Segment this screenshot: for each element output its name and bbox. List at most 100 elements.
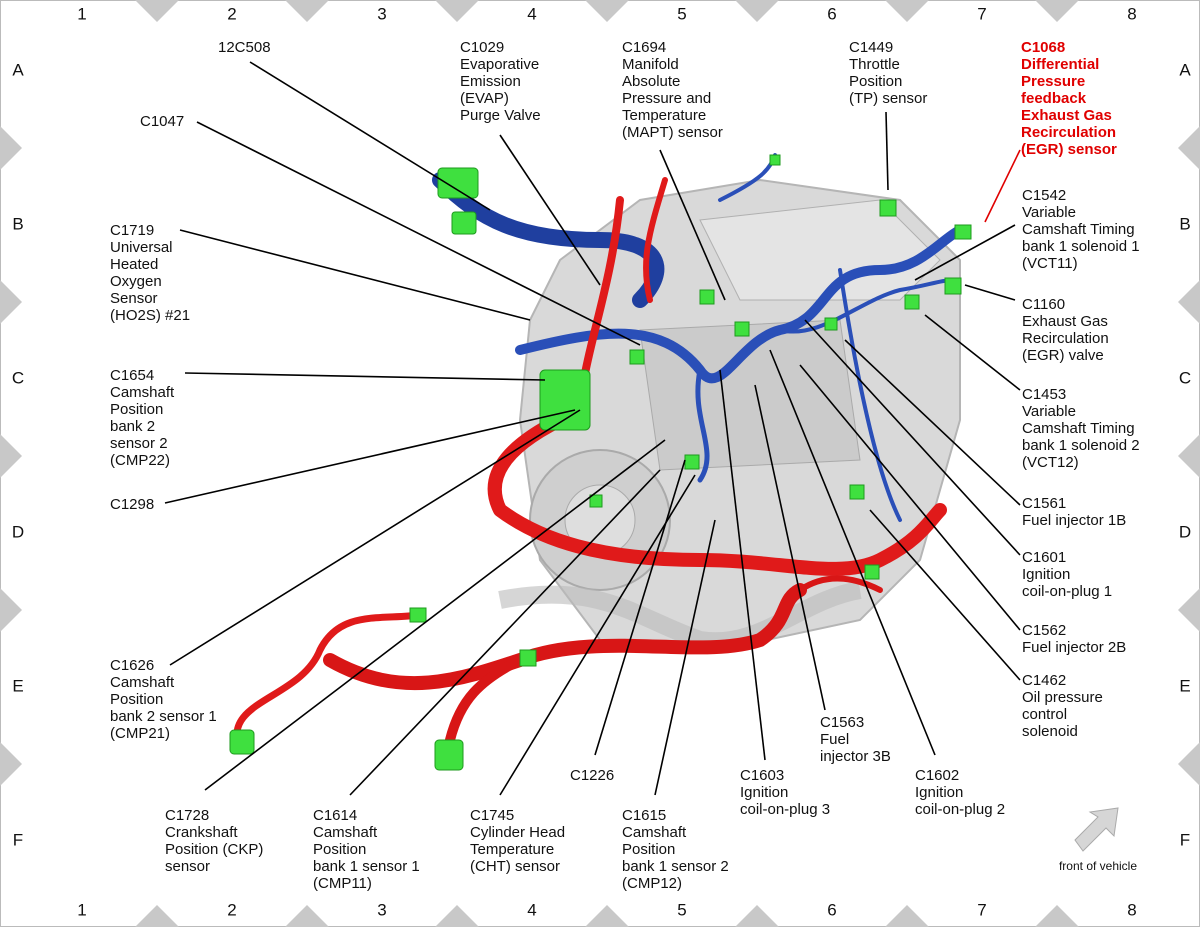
callout-text: C1563 bbox=[820, 714, 864, 731]
column-label: 4 bbox=[527, 900, 536, 919]
diamond bbox=[1035, 0, 1079, 22]
callout-text: Absolute bbox=[622, 73, 680, 90]
leader-line bbox=[184, 372, 546, 381]
leader-line bbox=[179, 229, 531, 321]
diamond bbox=[1178, 588, 1200, 632]
callout-text: C1160 bbox=[1022, 296, 1065, 313]
callout-text: (CMP21) bbox=[110, 725, 170, 742]
callout-text: (CMP11) bbox=[313, 875, 372, 892]
leader-line bbox=[594, 459, 686, 756]
callout-text: coil-on-plug 3 bbox=[740, 801, 830, 818]
leader-line bbox=[804, 319, 1021, 556]
column-label: 1 bbox=[77, 900, 86, 919]
callout-text: Emission bbox=[460, 73, 521, 90]
leader-line bbox=[196, 121, 641, 346]
diamond bbox=[735, 0, 779, 22]
callout-text: C1562 bbox=[1022, 622, 1066, 639]
diamond bbox=[885, 905, 929, 932]
callout-text: Ignition bbox=[915, 784, 963, 801]
callout-text: C1601 bbox=[1022, 549, 1066, 566]
callout-text: Recirculation bbox=[1021, 124, 1116, 141]
row-label: D bbox=[12, 522, 24, 541]
leader-line bbox=[654, 519, 716, 796]
callout-text: Oxygen bbox=[110, 273, 162, 290]
diamond bbox=[0, 126, 22, 170]
callout-text: bank 2 sensor 1 bbox=[110, 708, 217, 725]
callout-text: C1226 bbox=[570, 767, 614, 784]
row-label: C bbox=[1179, 368, 1191, 387]
callout-text: C1745 bbox=[470, 807, 514, 824]
callout-text: C1047 bbox=[140, 113, 184, 130]
callout-text: Camshaft Timing bbox=[1022, 221, 1135, 238]
callout-text: C1719 bbox=[110, 222, 154, 239]
leader-line bbox=[769, 349, 936, 756]
wire-harness bbox=[233, 153, 965, 754]
callout-text: sensor 2 bbox=[110, 435, 168, 452]
leader-line bbox=[754, 384, 826, 711]
callout-text: Exhaust Gas bbox=[1021, 107, 1112, 124]
leader-line bbox=[169, 409, 581, 666]
callout-text: (VCT11) bbox=[1022, 255, 1078, 272]
callout-text: Cylinder Head bbox=[470, 824, 565, 841]
callout-text: C1542 bbox=[1022, 187, 1066, 204]
column-label: 8 bbox=[1127, 4, 1136, 23]
callout-text: bank 1 solenoid 1 bbox=[1022, 238, 1140, 255]
column-label: 7 bbox=[977, 900, 986, 919]
callout-text: Sensor bbox=[110, 290, 158, 307]
callout-text: Fuel bbox=[820, 731, 849, 748]
diamond bbox=[1178, 742, 1200, 786]
leader-line bbox=[349, 469, 661, 796]
callout-text: Fuel injector 1B bbox=[1022, 512, 1126, 529]
leader-line bbox=[924, 314, 1021, 391]
callout-text: Position bbox=[110, 401, 163, 418]
diamond bbox=[0, 742, 22, 786]
callout-text: Exhaust Gas bbox=[1022, 313, 1108, 330]
column-label: 8 bbox=[1127, 900, 1136, 919]
callout-text: Camshaft bbox=[313, 824, 378, 841]
callouts: 12C508 C1029EvaporativeEmission(EVAP)Purg… bbox=[110, 39, 1140, 892]
callout-text: (CMP12) bbox=[622, 875, 682, 892]
callout-text: Throttle bbox=[849, 56, 900, 73]
leader-line bbox=[984, 149, 1021, 223]
callout-text: Crankshaft bbox=[165, 824, 238, 841]
row-label: C bbox=[12, 368, 24, 387]
callout-text: C1694 bbox=[622, 39, 666, 56]
callout-text: C1462 bbox=[1022, 672, 1066, 689]
leader-line bbox=[869, 509, 1021, 681]
callout-text: Variable bbox=[1022, 403, 1076, 420]
callout-text: Temperature bbox=[622, 107, 706, 124]
diamond bbox=[735, 905, 779, 932]
callout-text: Recirculation bbox=[1022, 330, 1109, 347]
callout-text: bank 1 sensor 1 bbox=[313, 858, 420, 875]
row-label: E bbox=[1179, 676, 1190, 695]
callout-text: (EGR) sensor bbox=[1021, 141, 1117, 158]
callout-text: coil-on-plug 1 bbox=[1022, 583, 1112, 600]
diamond bbox=[135, 0, 179, 22]
row-label: A bbox=[12, 60, 24, 79]
callout-text: C1298 bbox=[110, 496, 154, 513]
callout-text: coil-on-plug 2 bbox=[915, 801, 1005, 818]
callout-text: feedback bbox=[1021, 90, 1087, 107]
callout-text: sensor bbox=[165, 858, 210, 875]
callout-text: (EGR) valve bbox=[1022, 347, 1104, 364]
callout-text: C1453 bbox=[1022, 386, 1066, 403]
column-label: 3 bbox=[377, 900, 386, 919]
callout-text: C1029 bbox=[460, 39, 504, 56]
column-label: 5 bbox=[677, 4, 686, 23]
callout-text: Differential bbox=[1021, 56, 1099, 73]
callout-text: (CHT) sensor bbox=[470, 858, 560, 875]
callout-text: injector 3B bbox=[820, 748, 891, 765]
front-arrow bbox=[1074, 807, 1119, 852]
callout-text: (MAPT) sensor bbox=[622, 124, 723, 141]
diamond bbox=[0, 280, 22, 324]
callout-text: Temperature bbox=[470, 841, 554, 858]
column-label: 4 bbox=[527, 4, 536, 23]
leader-line bbox=[844, 339, 1021, 506]
leader-line bbox=[499, 474, 696, 796]
column-label: 6 bbox=[827, 4, 836, 23]
row-label: B bbox=[1179, 214, 1190, 233]
callout-text: C1561 bbox=[1022, 495, 1066, 512]
callout-text: Position bbox=[313, 841, 366, 858]
leader-line bbox=[964, 284, 1016, 301]
